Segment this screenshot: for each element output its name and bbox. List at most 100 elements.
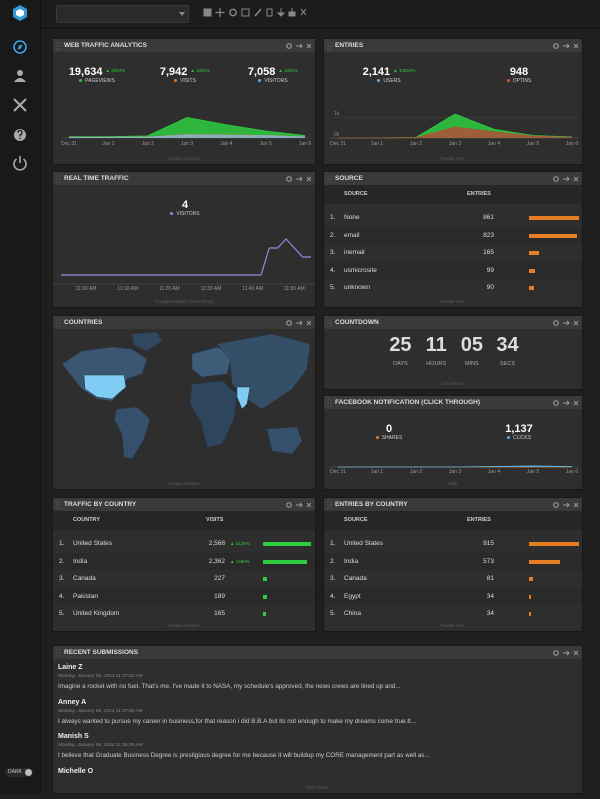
grip-dot [327, 405, 329, 407]
area-line [338, 126, 573, 139]
table-header-bg [324, 185, 582, 204]
grip-dot [330, 507, 332, 509]
tool-close[interactable] [300, 8, 307, 16]
settings-icon[interactable] [553, 502, 559, 508]
submission-name: Manish S [58, 733, 89, 740]
stat-change: ▲ 2094% [105, 68, 126, 74]
grip-dot [56, 652, 58, 654]
expand-icon[interactable] [296, 502, 303, 508]
submission-date: Monday, January 06, 2014 11:37:00 AM [58, 708, 143, 714]
row-change: ▲ 1460% [230, 558, 250, 564]
drag-handle [327, 319, 332, 327]
drag-handle [327, 175, 332, 183]
tool-grid[interactable] [203, 8, 212, 17]
grip-dot [59, 45, 61, 47]
bar [263, 577, 268, 582]
grip-dot [56, 319, 58, 321]
countdown-value: 25 [389, 334, 412, 356]
widget-title: SOURCE [335, 175, 363, 182]
sidebar: DARK [0, 0, 41, 794]
tool-share[interactable] [288, 8, 296, 17]
column-header: COUNTRY [73, 517, 100, 523]
grip-dot [327, 501, 329, 503]
row-background [324, 226, 582, 245]
settings-icon[interactable] [553, 43, 559, 49]
close-icon[interactable] [573, 43, 579, 49]
stat-value: 948 [509, 66, 529, 78]
settings-icon[interactable] [286, 43, 292, 49]
row-name: None [344, 214, 360, 221]
expand-icon[interactable] [563, 43, 570, 49]
stat: 2,141 ▲ 13550% [329, 62, 449, 80]
expand-icon[interactable] [563, 502, 570, 508]
widget: REAL TIME TRAFFIC Google Analytics (Real … [52, 171, 316, 308]
row-rank: 4. [330, 266, 336, 274]
close-icon[interactable] [573, 176, 579, 182]
dashboard-select[interactable] [56, 5, 189, 23]
countdown-label: SECS [500, 361, 516, 367]
settings-icon[interactable] [553, 400, 559, 406]
countdown-value: 11 [425, 334, 447, 356]
nav-dashboard[interactable] [13, 40, 27, 54]
sidebar-icons [5, 5, 33, 777]
expand-icon[interactable] [563, 320, 570, 326]
row-background [324, 552, 582, 571]
bar [263, 542, 311, 546]
close-icon[interactable] [306, 502, 312, 508]
stat-label: OPTINS [512, 78, 532, 84]
expand-icon[interactable] [296, 43, 303, 49]
expand-icon[interactable] [563, 400, 570, 406]
submission-date: Monday, January 06, 2014 11:37:32 AM [58, 674, 143, 679]
grip-dot [330, 504, 332, 506]
close-icon[interactable] [573, 320, 579, 326]
widget-controls [553, 176, 579, 182]
tool-link[interactable] [254, 8, 262, 17]
close-icon[interactable] [306, 43, 312, 49]
tool-image[interactable] [241, 8, 250, 17]
nav-help[interactable] [14, 129, 26, 141]
stat-value: 1,137 [505, 423, 533, 435]
tool-move[interactable] [215, 8, 225, 17]
settings-icon[interactable] [286, 176, 292, 182]
nav-tools[interactable] [13, 98, 27, 112]
drag-handle [56, 42, 61, 50]
close-icon[interactable] [306, 176, 312, 182]
tool-copy[interactable] [266, 8, 273, 17]
greenland [131, 331, 163, 352]
close-icon[interactable] [573, 400, 579, 406]
expand-icon[interactable] [296, 320, 303, 326]
x-tick-label: Jan 2 [410, 469, 422, 475]
settings-icon[interactable] [553, 176, 559, 182]
tool-download[interactable] [276, 8, 286, 17]
close-icon[interactable] [306, 320, 312, 326]
widget-controls [553, 502, 579, 508]
settings-icon[interactable] [553, 320, 559, 326]
theme-toggle[interactable] [5, 768, 33, 777]
north-america [61, 346, 148, 402]
grip-dot [56, 48, 58, 50]
expand-icon[interactable] [563, 650, 570, 656]
close-icon[interactable] [573, 650, 579, 656]
drag-handle [56, 649, 61, 657]
widget-header [324, 498, 582, 511]
settings-icon[interactable] [286, 502, 292, 508]
expand-icon[interactable] [296, 176, 303, 182]
close-icon[interactable] [573, 502, 579, 508]
nav-logout[interactable] [13, 156, 27, 171]
widget-title: COUNTRIES [64, 319, 103, 326]
x-tick-label: Dec 31 [61, 141, 77, 147]
widget-footer: Private URL [440, 623, 466, 628]
grip-dot [59, 42, 61, 44]
legend-dot [258, 79, 262, 83]
area-fill [338, 127, 572, 138]
table-header-bg [53, 511, 315, 530]
settings-icon[interactable] [553, 650, 559, 656]
submission-text: I always wanted to pursue my career in b… [58, 717, 417, 725]
tool-settings[interactable] [229, 8, 237, 17]
line [61, 238, 311, 276]
settings-icon[interactable] [286, 320, 292, 326]
nav-user[interactable] [14, 70, 26, 82]
grip-dot [330, 181, 332, 183]
expand-icon[interactable] [563, 176, 570, 182]
widget-header [53, 316, 315, 329]
